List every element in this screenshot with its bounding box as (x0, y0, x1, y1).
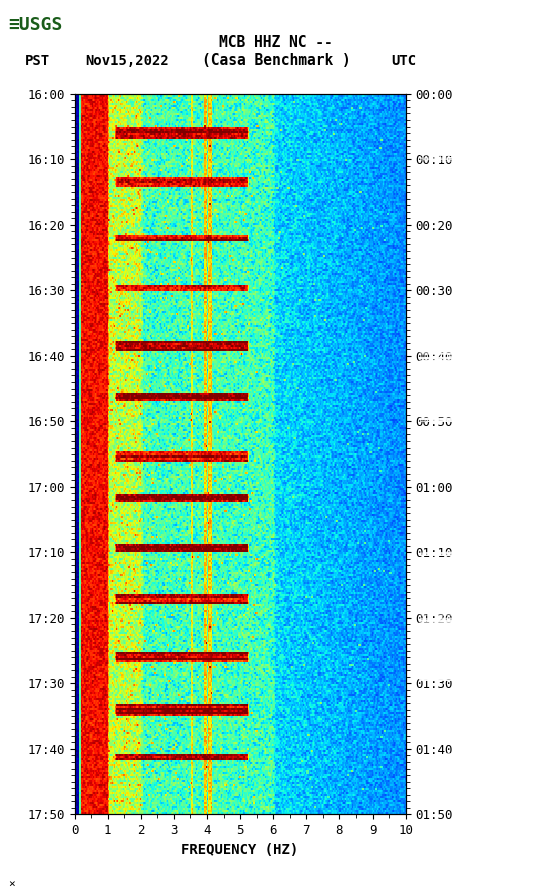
Text: Nov15,2022: Nov15,2022 (86, 54, 169, 68)
Text: MCB HHZ NC --: MCB HHZ NC -- (219, 36, 333, 50)
Text: ×: × (8, 879, 15, 889)
X-axis label: FREQUENCY (HZ): FREQUENCY (HZ) (182, 843, 299, 856)
Text: ≡USGS: ≡USGS (8, 16, 63, 34)
Text: PST: PST (25, 54, 50, 68)
Text: (Casa Benchmark ): (Casa Benchmark ) (201, 54, 351, 68)
Text: UTC: UTC (391, 54, 417, 68)
